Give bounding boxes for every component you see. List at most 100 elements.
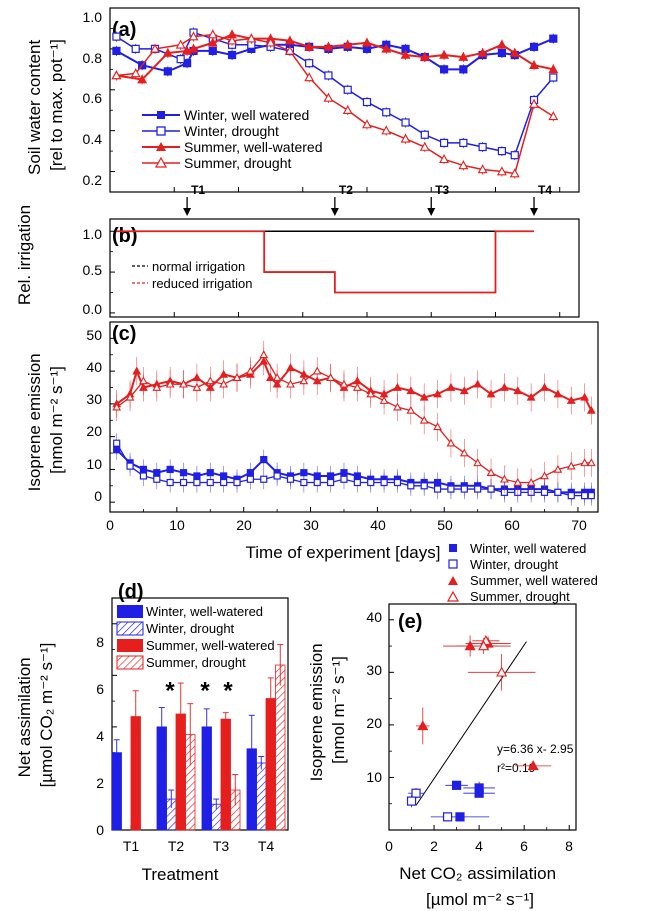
data-point [419,392,429,401]
data-point [419,141,430,151]
significance-marker: * [200,678,210,705]
data-point [220,478,228,487]
arrow-label: T4 [538,183,552,197]
data-point [132,366,142,375]
legend-label: Winter, drought [146,621,235,636]
data-point [193,478,201,487]
data-point [112,32,121,41]
data-point [246,33,257,43]
panel-a: (a) Soil water content [rel to max. pot⁻… [25,7,580,216]
bar [256,762,267,831]
data-point [286,363,295,372]
data-point [586,405,596,414]
panel-d-xtick: T2 [168,838,185,854]
data-point [362,119,372,129]
panel-c-xticklabels: 0 10 20 30 40 50 60 70 [106,517,587,533]
data-point [227,35,238,45]
panel-c-xtick: 40 [370,517,386,533]
data-point [459,448,469,457]
panel-c-xtick: 0 [106,517,114,533]
regression-line [415,641,527,806]
data-point [188,31,199,41]
data-point [400,133,411,143]
arrow-head [427,208,436,216]
data-point [439,138,449,148]
data-point [439,154,450,164]
legend-winter-well-watered: Winter, well watered [449,541,586,556]
data-point [152,382,162,391]
legend-label: Summer, drought [184,155,291,171]
data-point [566,461,576,470]
panel-d-ylabel: Net assimilation [µmol CO₂ m⁻² s⁻¹] [15,643,56,788]
legend-label: Summer, well-watered [184,139,323,155]
data-point [326,373,335,381]
arrow-label: T2 [339,183,353,197]
data-point [496,166,507,176]
panel-b-plot [116,230,535,294]
panel-d-xtick: T3 [213,838,230,854]
panel-c-xtick: 50 [437,517,453,533]
data-point [111,70,122,80]
data-point [165,379,175,388]
data-point [464,640,476,651]
data-point [362,97,372,107]
panel-b-ytick: 0.5 [83,262,103,278]
data-point [362,37,372,47]
data-point [131,44,140,53]
fit-r2: r²=0.19 [497,761,536,775]
data-point [487,485,495,493]
data-point [284,35,295,45]
data-point [433,422,442,431]
data-point [567,492,575,500]
data-point [540,382,549,391]
data-point [166,478,174,487]
data-point [188,43,199,53]
data-point [451,780,462,790]
data-point [179,478,188,487]
panel-d-legend: Winter, well-watered Winter, drought Sum… [116,604,275,670]
panel-d-xtick: T4 [258,838,275,854]
arrow-head [330,208,339,216]
data-point [439,65,449,74]
data-point [342,39,353,49]
data-point [540,471,549,480]
series-summer-drought [112,340,596,497]
data-point [510,151,519,160]
panel-b: (b) Rel. irrigation 0.0 0.5 1.0 normal i… [15,205,580,318]
panel-a-ytick: 0.2 [83,172,103,188]
data-point [130,68,141,78]
data-point [458,51,469,61]
panel-d-label: (d) [118,581,144,603]
data-point [304,72,315,82]
data-point [305,59,314,68]
panel-e-yticklabels: 10 20 30 40 [366,609,382,785]
panel-c-ytick: 10 [86,456,102,472]
data-point [477,47,488,57]
data-point [137,74,148,84]
legend-winter-drought: Winter, drought [116,621,235,636]
data-point [233,478,241,487]
panel-e-xtick: 8 [565,838,573,854]
data-point [286,379,295,388]
data-point [529,98,539,108]
data-point [526,477,536,486]
data-point [455,812,465,822]
data-point [586,458,596,467]
panel-d-yticklabels: 0 2 4 6 8 [96,634,104,838]
data-point [300,478,308,487]
data-point [323,41,334,51]
data-point [125,392,135,401]
data-point [266,373,275,381]
data-point [393,382,402,391]
data-point [192,382,202,391]
bar-series-winter-well-watered [111,707,257,831]
legend-label: Winter, well watered [184,107,309,123]
arrow-head [183,208,192,216]
plot-frame [109,218,580,318]
series-line [116,353,592,484]
data-point [126,462,134,470]
legend-label: Winter, drought [470,557,559,572]
data-point [139,376,148,385]
panel-e-axes [388,603,577,831]
